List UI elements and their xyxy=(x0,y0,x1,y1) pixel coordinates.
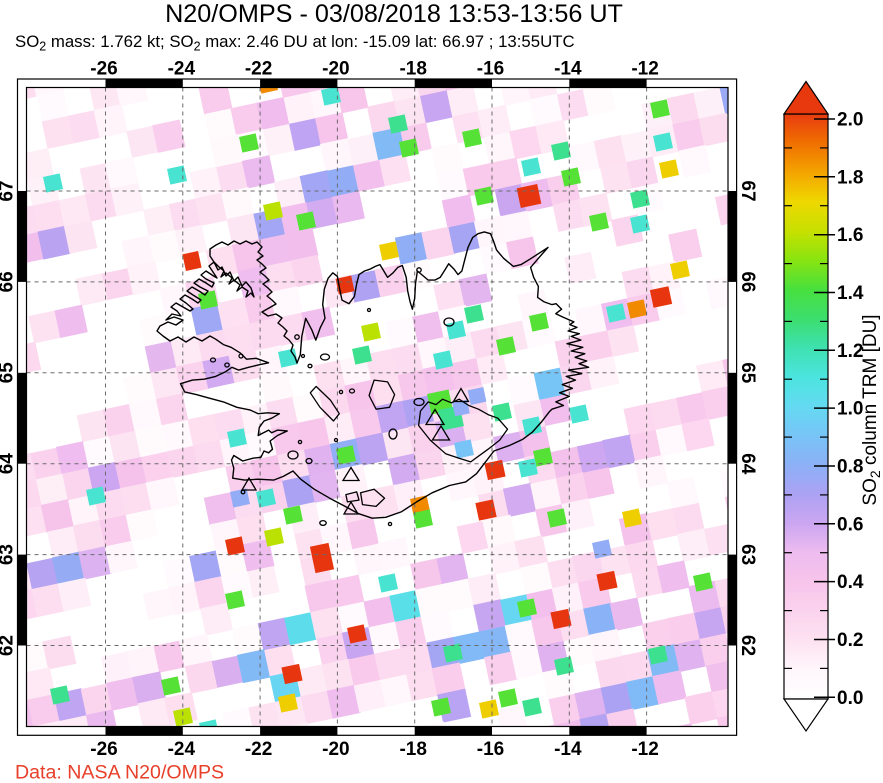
svg-text:1.8: 1.8 xyxy=(837,167,863,188)
svg-text:1.4: 1.4 xyxy=(837,283,864,304)
svg-text:62: 62 xyxy=(737,635,758,656)
svg-text:-24: -24 xyxy=(168,59,196,80)
svg-text:0.8: 0.8 xyxy=(837,457,863,478)
svg-text:N20/OMPS - 03/08/2018 13:53-13: N20/OMPS - 03/08/2018 13:53-13:56 UT xyxy=(165,0,623,28)
svg-text:1.2: 1.2 xyxy=(837,341,863,362)
svg-text:-16: -16 xyxy=(477,739,504,760)
svg-text:63: 63 xyxy=(737,544,758,565)
svg-text:1.6: 1.6 xyxy=(837,225,863,246)
svg-text:-20: -20 xyxy=(322,59,349,80)
svg-text:Data: NASA N20/OMPS: Data: NASA N20/OMPS xyxy=(15,762,224,783)
svg-text:66: 66 xyxy=(737,271,758,292)
svg-text:1.0: 1.0 xyxy=(837,399,863,420)
svg-text:63: 63 xyxy=(0,544,18,565)
svg-text:66: 66 xyxy=(0,271,18,292)
svg-text:-26: -26 xyxy=(90,739,117,760)
svg-text:-14: -14 xyxy=(554,739,582,760)
svg-text:-18: -18 xyxy=(399,739,426,760)
svg-text:SO2 mass: 1.762 kt; SO2 max: 2: SO2 mass: 1.762 kt; SO2 max: 2.46 DU at … xyxy=(15,32,575,54)
svg-text:0.4: 0.4 xyxy=(837,572,864,593)
svg-text:-22: -22 xyxy=(245,739,272,760)
svg-text:64: 64 xyxy=(0,453,18,475)
svg-text:65: 65 xyxy=(737,362,758,384)
svg-text:65: 65 xyxy=(0,362,18,384)
svg-text:0.0: 0.0 xyxy=(837,688,863,709)
svg-text:-12: -12 xyxy=(631,59,658,80)
svg-text:0.6: 0.6 xyxy=(837,514,863,535)
svg-text:SO2 column TRM [DU]: SO2 column TRM [DU] xyxy=(860,314,883,505)
svg-text:-22: -22 xyxy=(245,59,272,80)
svg-text:-18: -18 xyxy=(399,59,426,80)
svg-text:64: 64 xyxy=(737,453,758,475)
svg-text:-16: -16 xyxy=(477,59,504,80)
svg-text:0.2: 0.2 xyxy=(837,630,863,651)
svg-text:67: 67 xyxy=(0,180,18,201)
svg-text:-24: -24 xyxy=(168,739,196,760)
svg-text:-20: -20 xyxy=(322,739,349,760)
svg-text:-26: -26 xyxy=(90,59,117,80)
svg-text:-14: -14 xyxy=(554,59,582,80)
svg-text:-12: -12 xyxy=(631,739,658,760)
svg-text:67: 67 xyxy=(737,180,758,201)
svg-text:2.0: 2.0 xyxy=(837,110,863,131)
svg-text:62: 62 xyxy=(0,635,18,656)
